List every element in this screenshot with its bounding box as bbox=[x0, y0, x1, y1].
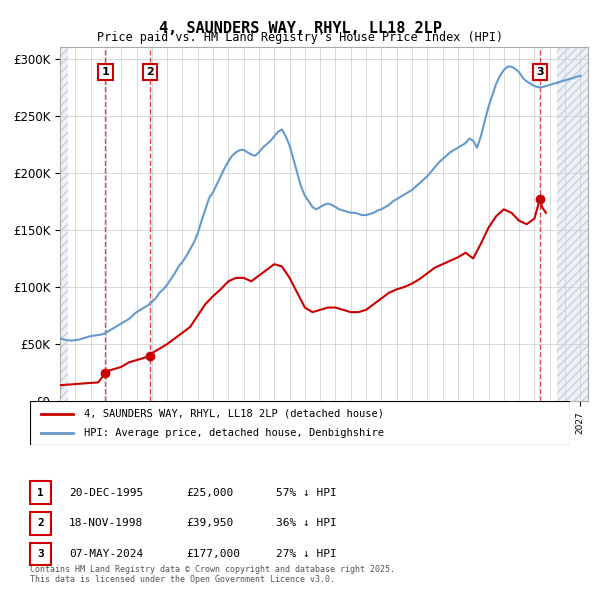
Text: 27% ↓ HPI: 27% ↓ HPI bbox=[276, 549, 337, 559]
Text: 1: 1 bbox=[101, 67, 109, 77]
Text: 4, SAUNDERS WAY, RHYL, LL18 2LP: 4, SAUNDERS WAY, RHYL, LL18 2LP bbox=[158, 21, 442, 35]
Bar bbox=[557, 47, 588, 401]
Text: 3: 3 bbox=[536, 67, 544, 77]
Text: 07-MAY-2024: 07-MAY-2024 bbox=[69, 549, 143, 559]
Text: 4, SAUNDERS WAY, RHYL, LL18 2LP (detached house): 4, SAUNDERS WAY, RHYL, LL18 2LP (detache… bbox=[84, 409, 384, 418]
Text: Price paid vs. HM Land Registry's House Price Index (HPI): Price paid vs. HM Land Registry's House … bbox=[97, 31, 503, 44]
Text: 20-DEC-1995: 20-DEC-1995 bbox=[69, 488, 143, 497]
Text: 1: 1 bbox=[37, 488, 44, 497]
Text: 57% ↓ HPI: 57% ↓ HPI bbox=[276, 488, 337, 497]
Text: Contains HM Land Registry data © Crown copyright and database right 2025.
This d: Contains HM Land Registry data © Crown c… bbox=[30, 565, 395, 584]
Bar bbox=[60, 47, 68, 401]
FancyBboxPatch shape bbox=[30, 401, 570, 445]
Text: 3: 3 bbox=[37, 549, 44, 559]
Text: £177,000: £177,000 bbox=[186, 549, 240, 559]
Text: 2: 2 bbox=[146, 67, 154, 77]
Text: 36% ↓ HPI: 36% ↓ HPI bbox=[276, 519, 337, 528]
Text: £39,950: £39,950 bbox=[186, 519, 233, 528]
Text: 18-NOV-1998: 18-NOV-1998 bbox=[69, 519, 143, 528]
Text: 2: 2 bbox=[37, 519, 44, 528]
Text: HPI: Average price, detached house, Denbighshire: HPI: Average price, detached house, Denb… bbox=[84, 428, 384, 438]
Text: £25,000: £25,000 bbox=[186, 488, 233, 497]
